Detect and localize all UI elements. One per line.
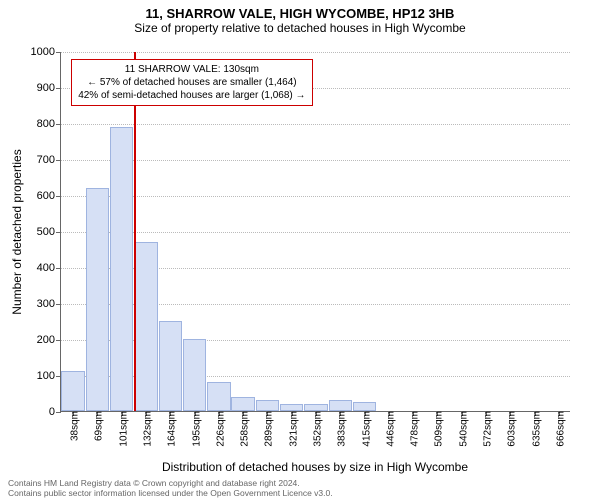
xtick-label: 635sqm — [527, 411, 542, 447]
annotation-line: 11 SHARROW VALE: 130sqm — [78, 63, 305, 76]
ytick-label: 400 — [37, 262, 61, 274]
ytick-label: 700 — [37, 154, 61, 166]
gridline — [61, 232, 570, 233]
xtick-label: 478sqm — [406, 411, 421, 447]
xtick-label: 321sqm — [284, 411, 299, 447]
xtick-label: 572sqm — [479, 411, 494, 447]
histogram-bar — [110, 127, 133, 411]
xtick-label: 226sqm — [211, 411, 226, 447]
histogram-bar — [256, 400, 279, 411]
xtick-label: 164sqm — [163, 411, 178, 447]
footer-attribution: Contains HM Land Registry data © Crown c… — [8, 478, 333, 498]
xtick-label: 415sqm — [357, 411, 372, 447]
y-axis-label: Number of detached properties — [10, 0, 24, 232]
xtick-label: 509sqm — [430, 411, 445, 447]
annotation-line: ← 57% of detached houses are smaller (1,… — [78, 76, 305, 89]
gridline — [61, 196, 570, 197]
histogram-bar — [304, 404, 327, 411]
xtick-label: 289sqm — [260, 411, 275, 447]
page-title-line2: Size of property relative to detached ho… — [0, 21, 600, 35]
ytick-label: 1000 — [31, 46, 61, 58]
ytick-label: 600 — [37, 190, 61, 202]
histogram-bar — [86, 188, 109, 411]
ytick-label: 500 — [37, 226, 61, 238]
gridline — [61, 52, 570, 53]
xtick-label: 666sqm — [551, 411, 566, 447]
ytick-label: 100 — [37, 370, 61, 382]
histogram-bar — [159, 321, 182, 411]
histogram-bar — [183, 339, 206, 411]
ytick-label: 0 — [49, 406, 61, 418]
xtick-label: 38sqm — [66, 411, 81, 441]
gridline — [61, 160, 570, 161]
ytick-label: 200 — [37, 334, 61, 346]
xtick-label: 101sqm — [114, 411, 129, 447]
ytick-label: 300 — [37, 298, 61, 310]
xtick-label: 258sqm — [236, 411, 251, 447]
histogram-bar — [280, 404, 303, 411]
xtick-label: 352sqm — [309, 411, 324, 447]
annotation-box: 11 SHARROW VALE: 130sqm← 57% of detached… — [71, 59, 312, 106]
xtick-label: 195sqm — [187, 411, 202, 447]
histogram-bar — [134, 242, 157, 411]
xtick-label: 383sqm — [333, 411, 348, 447]
annotation-line: 42% of semi-detached houses are larger (… — [78, 89, 305, 102]
xtick-label: 69sqm — [90, 411, 105, 441]
ytick-label: 900 — [37, 82, 61, 94]
xtick-label: 603sqm — [503, 411, 518, 447]
histogram-bar — [207, 382, 230, 411]
histogram-bar — [231, 397, 254, 411]
ytick-label: 800 — [37, 118, 61, 130]
page-title-line1: 11, SHARROW VALE, HIGH WYCOMBE, HP12 3HB — [0, 6, 600, 21]
xtick-label: 132sqm — [139, 411, 154, 447]
x-axis-label: Distribution of detached houses by size … — [60, 460, 570, 474]
histogram-bar — [329, 400, 352, 411]
histogram-bar — [61, 371, 84, 411]
xtick-label: 446sqm — [381, 411, 396, 447]
histogram-bar — [353, 402, 376, 411]
histogram-chart: 0100200300400500600700800900100038sqm69s… — [60, 52, 570, 412]
xtick-label: 540sqm — [454, 411, 469, 447]
gridline — [61, 124, 570, 125]
